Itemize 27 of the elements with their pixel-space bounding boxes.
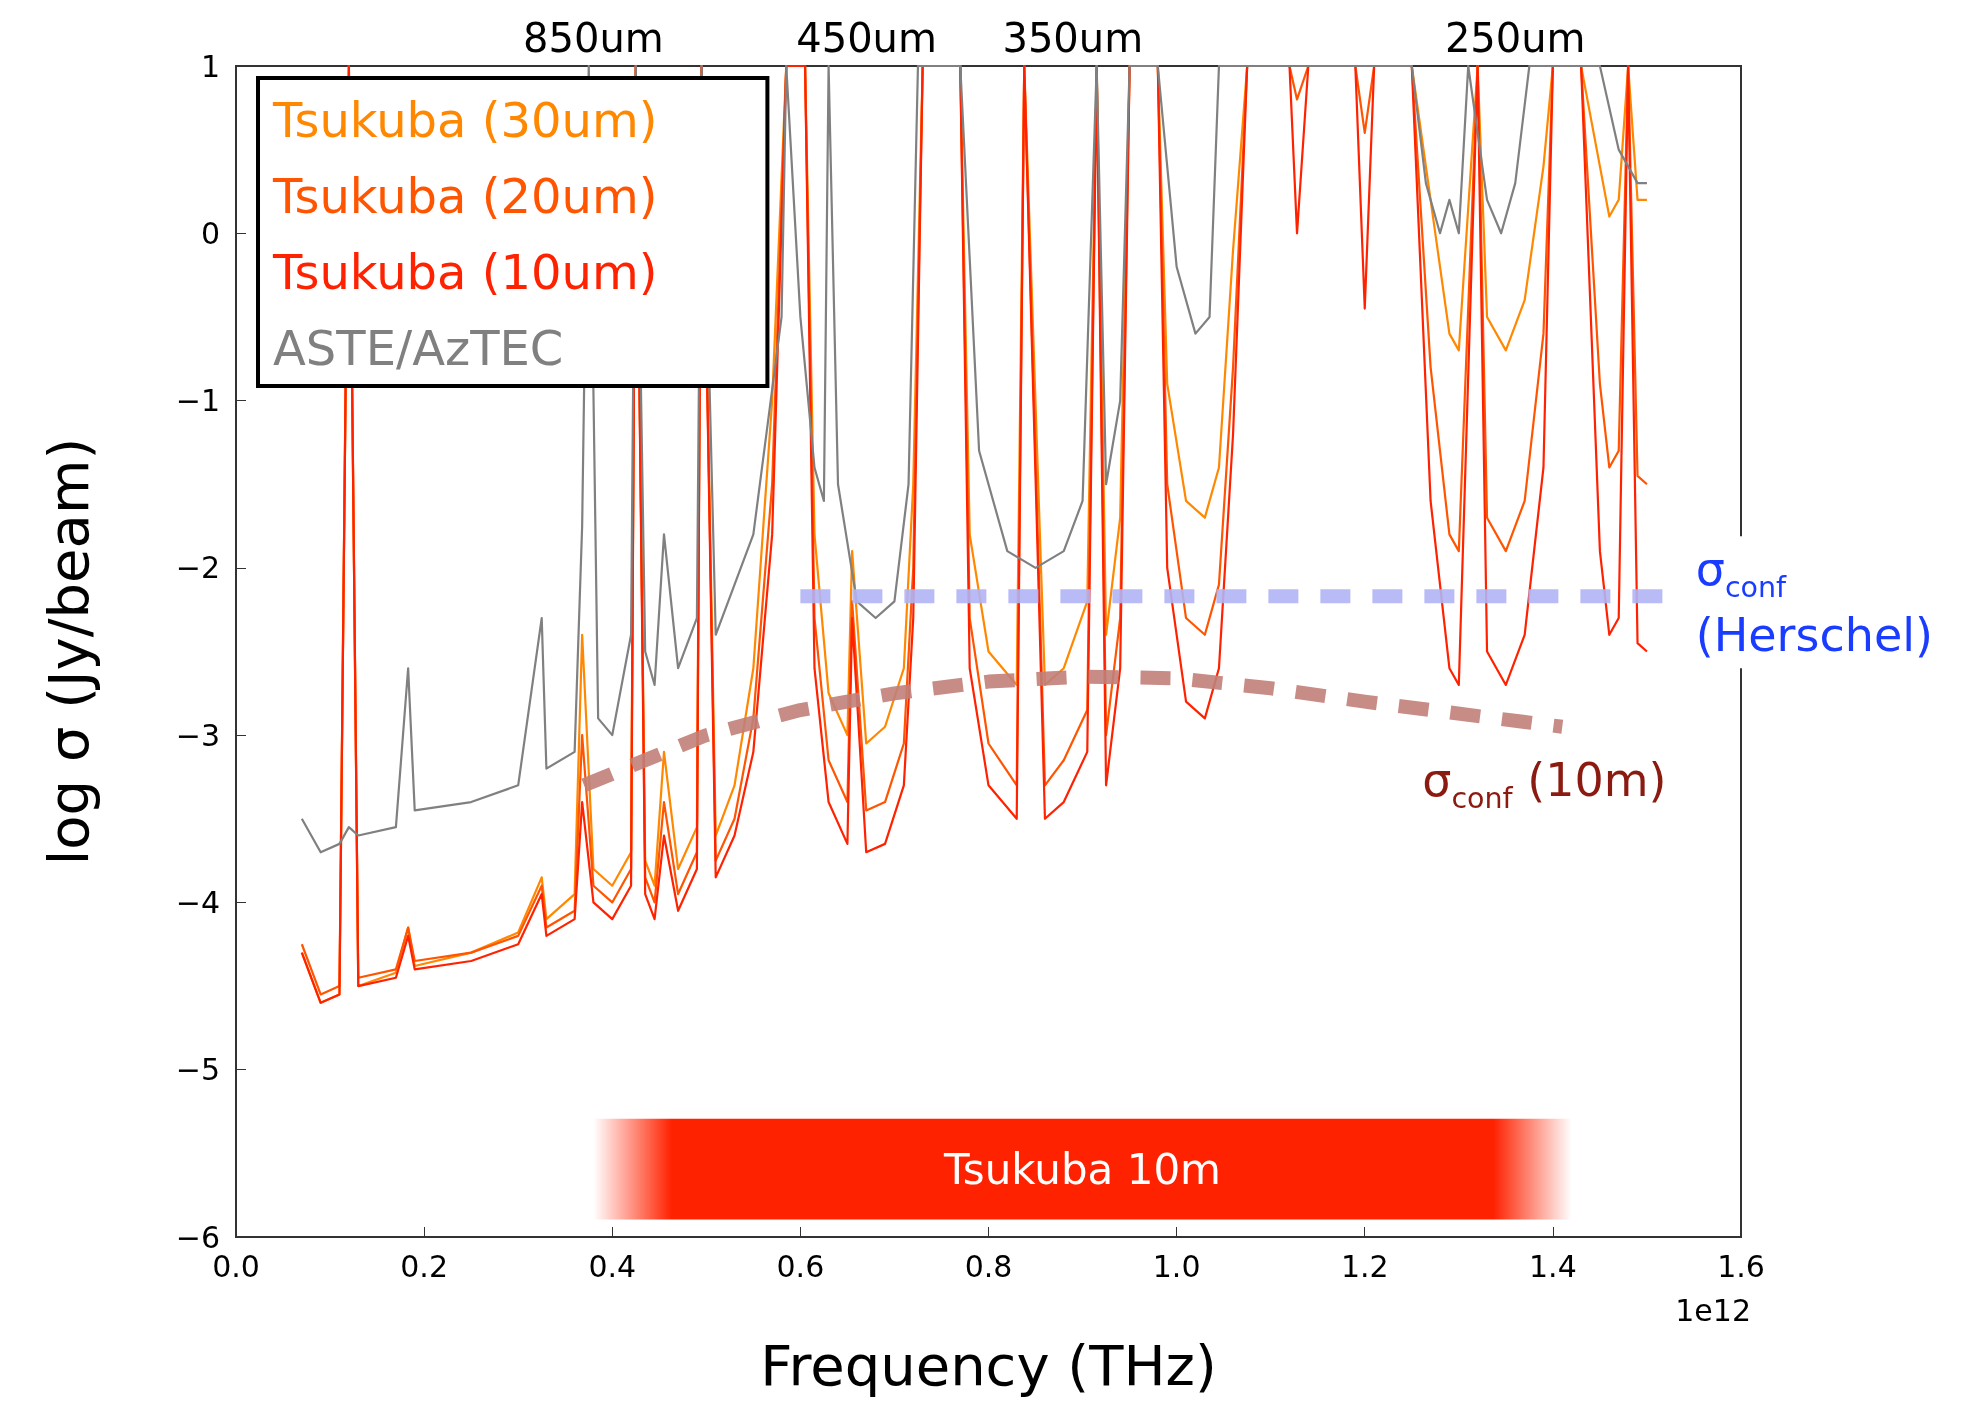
y-tick-label: −1 <box>175 383 220 419</box>
x-axis-title: Frequency (THz) <box>760 1332 1217 1398</box>
series-label: ASTE/AzTEC <box>273 320 564 376</box>
x-tick-label: 1.0 <box>1152 1248 1201 1284</box>
x-tick-label: 0.2 <box>400 1248 448 1284</box>
y-tick-label: −4 <box>175 884 220 920</box>
text: 1e12 <box>1675 1292 1751 1328</box>
band-label: Tsukuba 10m <box>943 1144 1222 1194</box>
y-tick-label: 1 <box>200 48 220 84</box>
x-tick-label: 1.4 <box>1529 1248 1577 1284</box>
text: 350um <box>1002 15 1144 61</box>
y-tick-label: −3 <box>175 717 220 753</box>
y-tick-label: −2 <box>175 550 220 586</box>
y-tick-label: −5 <box>175 1052 220 1088</box>
text: 450um <box>796 15 937 61</box>
series-label: Tsukuba (20um) <box>272 168 658 224</box>
y-tick-label: 0 <box>200 215 220 251</box>
text: 250um <box>1444 15 1586 61</box>
x-tick-label: 0.6 <box>776 1248 825 1284</box>
x-tick-label: 0.4 <box>588 1248 637 1284</box>
text: 850um <box>523 15 664 61</box>
series-label: Tsukuba (10um) <box>272 244 658 300</box>
series-label: Tsukuba (30um) <box>272 92 658 148</box>
x-tick-label: 0.8 <box>964 1248 1013 1284</box>
y-axis-title: log σ (Jy/beam) <box>35 437 101 866</box>
x-tick-label: 1.6 <box>1717 1248 1765 1284</box>
x-tick-label: 1.2 <box>1340 1248 1389 1284</box>
